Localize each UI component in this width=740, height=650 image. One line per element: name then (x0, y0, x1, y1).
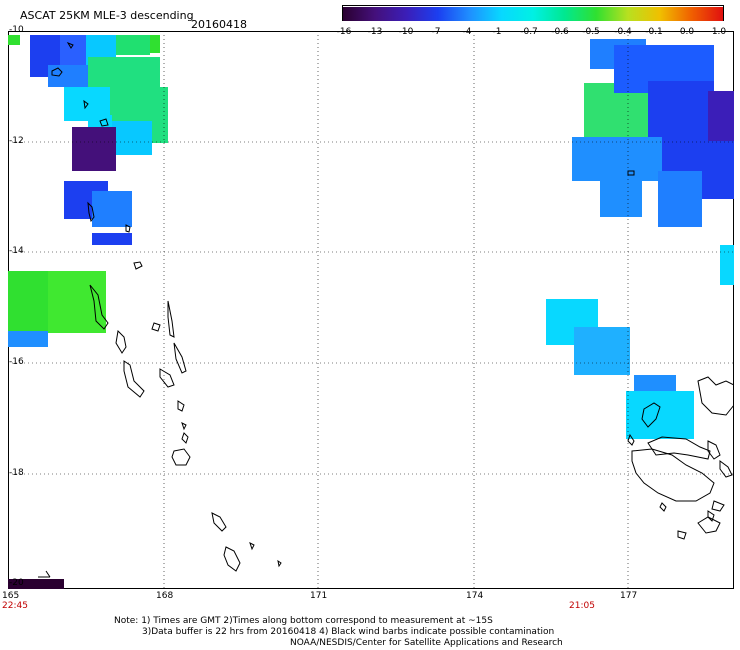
map-frame (8, 31, 734, 589)
note-line-3: NOAA/NESDIS/Center for Satellite Applica… (290, 638, 563, 648)
lon-label: 171 (310, 591, 328, 601)
map-canvas (8, 31, 734, 589)
note-line-1: Note: 1) Times are GMT 2)Times along bot… (114, 616, 493, 626)
wind-cells-west-north (8, 35, 168, 171)
lon-label: 174 (466, 591, 484, 601)
contamination-barbs (38, 570, 51, 578)
pass-time-label: 22:45 (2, 601, 28, 611)
note-line-2: 3)Data buffer is 22 hrs from 20160418 4)… (142, 627, 555, 637)
lon-label: 165 (2, 591, 20, 601)
lon-label: 177 (620, 591, 638, 601)
lat-label: -12 (9, 136, 24, 146)
colorbar-fill (343, 7, 723, 21)
lat-label: -10 (9, 25, 24, 35)
lat-label: -14 (9, 246, 24, 256)
product-title: ASCAT 25KM MLE-3 descending (20, 9, 194, 22)
colorbar-gradient (343, 7, 723, 21)
pass-time-label: 21:05 (569, 601, 595, 611)
wind-cells-west-mid (64, 181, 132, 245)
lat-label: -20 (9, 578, 24, 588)
lat-lon-grid (8, 31, 734, 589)
wind-cells-east-north (572, 39, 734, 285)
wind-cells-west-south (8, 271, 106, 589)
colorbar (342, 5, 724, 21)
lon-label: 168 (156, 591, 174, 601)
lat-label: -18 (9, 468, 24, 478)
coastlines (51, 41, 734, 572)
product-date: 20160418 (191, 18, 247, 31)
wind-cells-east-south (546, 299, 694, 439)
lat-label: -16 (9, 357, 24, 367)
